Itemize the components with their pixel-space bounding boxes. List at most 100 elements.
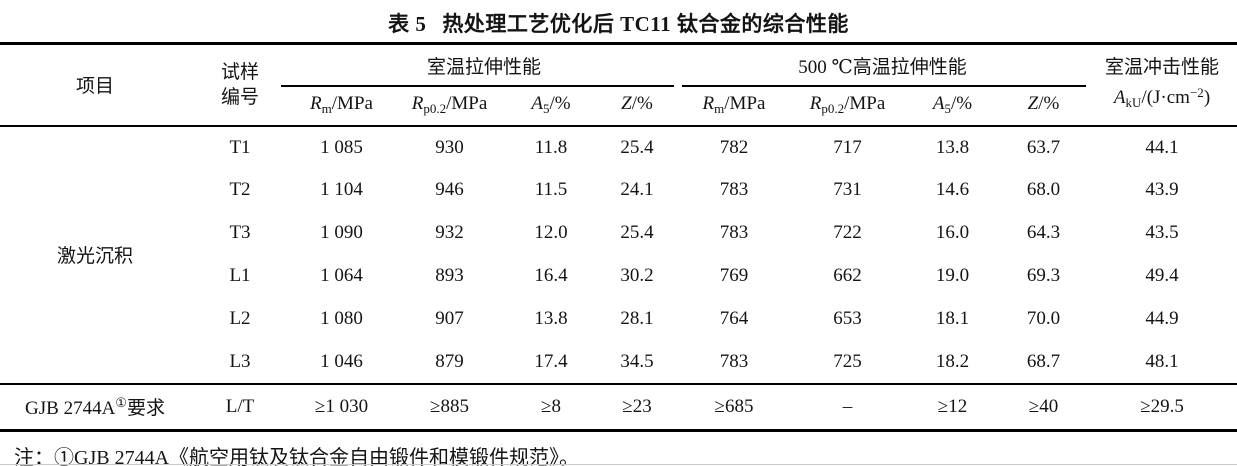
header-col-z-ht: Z/% bbox=[1000, 85, 1088, 127]
table-cell: 769 bbox=[719, 265, 749, 286]
properties-table: 项目 试样 编号 室温拉伸性能 500 ℃高温拉伸性能 室温冲击性能 AkU/(… bbox=[0, 42, 1237, 432]
table-cell: 13.8 bbox=[935, 136, 970, 158]
table-row: T2 1 104 946 11.5 24.1 783 731 14.6 68.0… bbox=[0, 169, 1237, 212]
cell-sample-id: L/T bbox=[190, 382, 290, 431]
table-footnote: 注：①GJB 2744A《航空用钛及钛合金自由锻件和模锻件规范》。 bbox=[14, 447, 580, 466]
table-cell: 782 bbox=[719, 136, 749, 158]
table-cell: 16.0 bbox=[935, 222, 970, 243]
table-cell: 1 104 bbox=[320, 179, 363, 200]
table-cell: 68.7 bbox=[1026, 350, 1061, 372]
header-impact: 室温冲击性能 AkU/(J·cm−2) bbox=[1087, 43, 1237, 127]
header-col-z-rt: Z/% bbox=[596, 85, 679, 127]
table-cell: 69.3 bbox=[1026, 265, 1061, 286]
table-cell: 43.9 bbox=[1145, 179, 1179, 200]
table-cell: 932 bbox=[435, 222, 464, 243]
header-col-rp02-ht: Rp0.2/MPa bbox=[790, 85, 906, 127]
table-cell: 731 bbox=[833, 179, 862, 200]
table-cell: 25.4 bbox=[620, 136, 654, 158]
table-cell: ≥12 bbox=[905, 382, 1001, 431]
table-cell: ≥685 bbox=[678, 382, 791, 431]
table-cell: 43.5 bbox=[1145, 222, 1179, 243]
table-cell: 14.6 bbox=[935, 179, 970, 200]
table-cell: 18.2 bbox=[935, 350, 970, 372]
table-cell: 18.1 bbox=[935, 308, 970, 329]
table-cell: 68.0 bbox=[1026, 179, 1061, 200]
requirement-row: GJB 2744A①要求 L/T ≥1 030 ≥885 ≥8 ≥23 ≥685… bbox=[0, 382, 1237, 431]
table-caption: 表 5 热处理工艺优化后 TC11 钛合金的综合性能 bbox=[0, 0, 1237, 42]
header-impact-formula: AkU/(J·cm−2) bbox=[1113, 84, 1211, 110]
table-row: L3 1 046 879 17.4 34.5 783 725 18.2 68.7… bbox=[0, 341, 1237, 384]
cell-sample-id: L3 bbox=[229, 350, 251, 372]
table-cell: 16.4 bbox=[534, 265, 568, 286]
table-cell: 28.1 bbox=[620, 308, 654, 329]
requirement-label: GJB 2744A①要求 bbox=[0, 382, 190, 431]
header-col-rp02-rt: Rp0.2/MPa bbox=[393, 85, 506, 127]
table-cell: 30.2 bbox=[620, 265, 654, 286]
table-cell: 63.7 bbox=[1026, 136, 1061, 158]
footnote-marker: ① bbox=[115, 395, 127, 411]
table-cell: ≥1 030 bbox=[290, 382, 393, 431]
table-cell: 11.5 bbox=[534, 179, 568, 200]
table-cell: 1 090 bbox=[320, 222, 363, 243]
cell-sample-id: L2 bbox=[229, 308, 251, 329]
header-col-rm-ht: Rm/MPa bbox=[678, 85, 791, 127]
table-cell: 25.4 bbox=[620, 222, 654, 243]
table-cell: 1 046 bbox=[320, 350, 363, 372]
table-cell: 662 bbox=[833, 265, 862, 286]
table-cell: ≥8 bbox=[506, 382, 596, 431]
header-col-a5-ht: A5/% bbox=[905, 85, 1001, 127]
table-cell: 48.1 bbox=[1145, 350, 1179, 372]
header-row-columns: Rm/MPa Rp0.2/MPa A5/% Z/% Rm/MPa Rp0.2/M… bbox=[0, 85, 1237, 127]
table-cell: 1 085 bbox=[320, 136, 363, 158]
header-col-a5-rt: A5/% bbox=[506, 85, 596, 127]
page-bottom-divider bbox=[0, 464, 1237, 465]
header-sample-no: 试样 编号 bbox=[190, 43, 290, 127]
table-cell: 49.4 bbox=[1145, 265, 1179, 286]
table-row: L2 1 080 907 13.8 28.1 764 653 18.1 70.0… bbox=[0, 298, 1237, 341]
table-cell: 19.0 bbox=[935, 265, 970, 286]
table-cell: 722 bbox=[833, 222, 862, 243]
table-title-text: 热处理工艺优化后 TC11 钛合金的综合性能 bbox=[442, 12, 849, 36]
cell-sample-id: T2 bbox=[229, 179, 251, 200]
table-cell: 64.3 bbox=[1026, 222, 1061, 243]
table-cell: 11.8 bbox=[534, 136, 568, 158]
table-cell: 783 bbox=[719, 350, 749, 372]
table-number: 表 5 bbox=[388, 12, 427, 36]
table-cell: 907 bbox=[435, 308, 464, 329]
table-cell: 1 080 bbox=[320, 308, 363, 329]
header-sample-line1: 试样 bbox=[220, 61, 259, 83]
table-cell: 24.1 bbox=[620, 179, 654, 200]
table-cell: 70.0 bbox=[1026, 308, 1061, 329]
table-cell: 44.1 bbox=[1145, 136, 1179, 158]
table-cell: 879 bbox=[435, 350, 464, 372]
table-cell: 34.5 bbox=[620, 350, 654, 372]
table-cell: ≥885 bbox=[393, 382, 506, 431]
header-group-high-temp-tensile: 500 ℃高温拉伸性能 bbox=[678, 44, 1087, 86]
header-impact-line1: 室温冲击性能 bbox=[1105, 56, 1220, 78]
table-row: L1 1 064 893 16.4 30.2 769 662 19.0 69.3… bbox=[0, 255, 1237, 298]
row-group-label: 激光沉积 bbox=[56, 246, 133, 267]
table-cell: ≥29.5 bbox=[1087, 382, 1237, 431]
table-cell: ≥40 bbox=[1000, 382, 1088, 431]
table-cell: 44.9 bbox=[1145, 308, 1179, 329]
table-cell: ≥23 bbox=[596, 382, 679, 431]
table-cell: 764 bbox=[719, 308, 749, 329]
table-cell: 725 bbox=[833, 350, 862, 372]
table-cell: 783 bbox=[719, 222, 749, 243]
table-cell: 717 bbox=[833, 136, 862, 158]
table-cell: 946 bbox=[435, 179, 464, 200]
table-row: T3 1 090 932 12.0 25.4 783 722 16.0 64.3… bbox=[0, 212, 1237, 255]
table-cell: 653 bbox=[833, 308, 862, 329]
header-row-groups: 项目 试样 编号 室温拉伸性能 500 ℃高温拉伸性能 室温冲击性能 AkU/(… bbox=[0, 43, 1237, 127]
cell-sample-id: T3 bbox=[229, 222, 251, 243]
table-cell: 12.0 bbox=[534, 222, 568, 243]
table-cell: – bbox=[790, 382, 906, 431]
header-sample-line2: 编号 bbox=[220, 86, 259, 108]
cell-sample-id: L1 bbox=[229, 265, 251, 286]
header-group-room-temp-tensile: 室温拉伸性能 bbox=[280, 44, 678, 86]
table-cell: 13.8 bbox=[534, 308, 568, 329]
header-item: 项目 bbox=[0, 43, 190, 127]
header-col-rm-rt: Rm/MPa bbox=[290, 85, 393, 127]
table-cell: 783 bbox=[719, 179, 749, 200]
